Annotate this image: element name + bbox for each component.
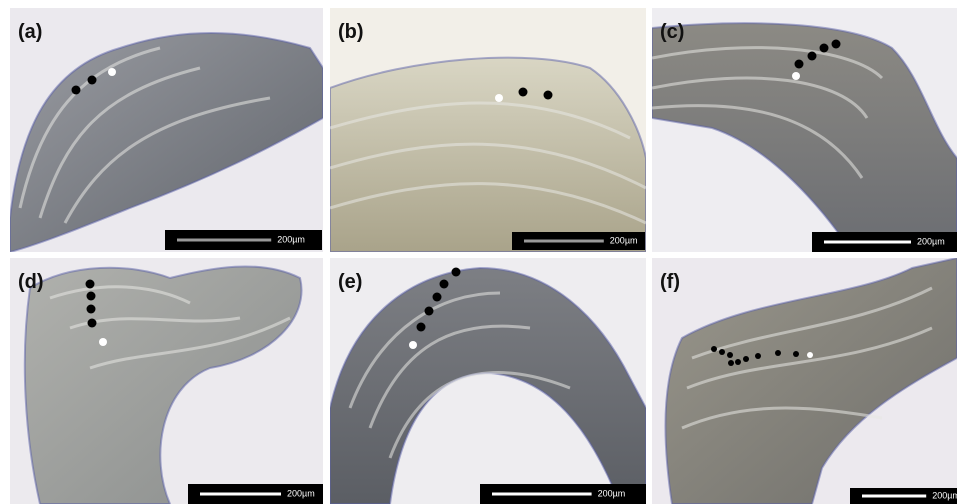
marker-dot	[793, 351, 799, 357]
marker-dot-white	[495, 94, 503, 102]
figure: (a) 200µm (b) 200µm (c) 200µm (d) 200µm (e) 200µm…	[0, 0, 957, 504]
marker-dot	[795, 60, 804, 69]
marker-dot	[87, 292, 96, 301]
scale-bar-line	[862, 495, 926, 498]
micrograph	[10, 8, 323, 252]
marker-dot	[727, 352, 733, 358]
micrograph	[652, 258, 957, 504]
marker-dot-white	[409, 341, 417, 349]
micrograph	[10, 258, 323, 504]
marker-dot-white	[99, 338, 107, 346]
marker-dot	[519, 88, 528, 97]
panel: (a)	[10, 8, 323, 252]
panel-label: (d)	[18, 271, 44, 293]
scale-bar: 200µm	[188, 484, 323, 504]
marker-dot-white	[792, 72, 800, 80]
panel-label: (e)	[338, 271, 362, 293]
scale-bar: 200µm	[480, 484, 646, 504]
scale-bar-text: 200µm	[287, 488, 315, 498]
marker-dot	[440, 280, 449, 289]
marker-dot	[711, 346, 717, 352]
scale-bar: 200µm	[165, 230, 322, 250]
marker-dot-white	[807, 352, 813, 358]
marker-dot	[775, 350, 781, 356]
marker-dot	[728, 360, 734, 366]
panel-label: (a)	[18, 21, 42, 43]
scale-bar: 200µm	[512, 232, 645, 250]
scale-bar-line	[492, 493, 592, 496]
marker-dot	[755, 353, 761, 359]
scale-bar-text: 200µm	[610, 235, 638, 245]
marker-dot	[544, 91, 553, 100]
micrograph	[330, 258, 646, 504]
panel: (c)	[652, 8, 957, 252]
micrograph	[330, 8, 646, 252]
marker-dot	[417, 323, 426, 332]
marker-dot	[72, 86, 81, 95]
panel: (d)	[10, 258, 323, 504]
panel-label: (c)	[660, 21, 684, 43]
scale-bar-line	[200, 493, 281, 496]
panel-label: (b)	[338, 21, 364, 43]
panel: (e)	[330, 258, 646, 504]
marker-dot	[87, 305, 96, 314]
scale-bar-line	[524, 240, 604, 243]
scale-bar-text: 200µm	[917, 236, 945, 246]
marker-dot	[433, 293, 442, 302]
panel: (f)	[652, 258, 957, 504]
marker-dot-white	[108, 68, 116, 76]
marker-dot	[820, 44, 829, 53]
scale-bar-text: 200µm	[598, 488, 626, 498]
scale-bar: 200µm	[812, 232, 957, 252]
scale-bar-text: 200µm	[277, 234, 305, 244]
scale-bar-text: 200µm	[932, 490, 957, 500]
marker-dot	[88, 76, 97, 85]
panel: (b)	[330, 8, 646, 252]
marker-dot	[425, 307, 434, 316]
marker-dot	[743, 356, 749, 362]
marker-dot	[719, 349, 725, 355]
marker-dot	[832, 40, 841, 49]
marker-dot	[452, 268, 461, 277]
marker-dot	[88, 319, 97, 328]
marker-dot	[735, 359, 741, 365]
scale-bar-line	[177, 239, 271, 242]
scale-bar-line	[824, 241, 911, 244]
marker-dot	[86, 280, 95, 289]
micrograph	[652, 8, 957, 252]
scale-bar: 200µm	[850, 488, 957, 504]
panel-label: (f)	[660, 271, 680, 293]
marker-dot	[808, 52, 817, 61]
